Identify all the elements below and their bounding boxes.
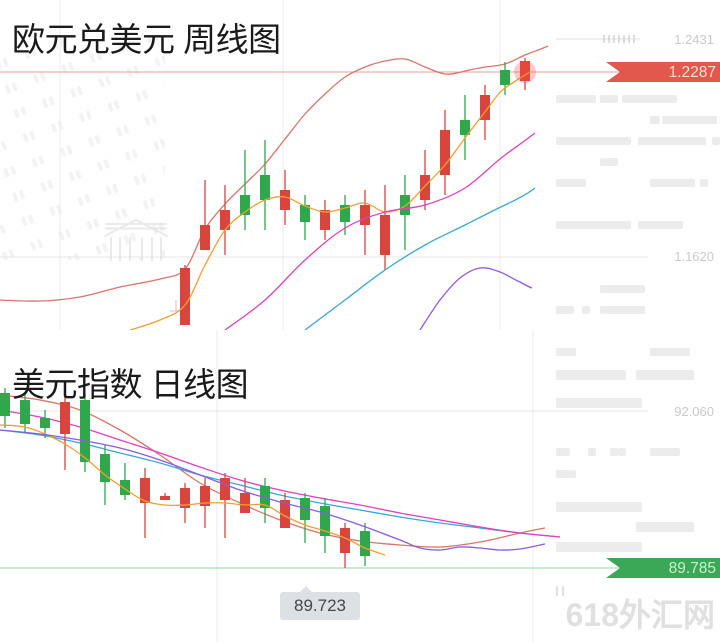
svg-text:1.2287: 1.2287 [669,64,716,81]
svg-text:1.2431: 1.2431 [674,32,714,47]
svg-text:92.060: 92.060 [674,404,714,419]
svg-text:1.1620: 1.1620 [674,249,714,264]
svg-text:89.785: 89.785 [669,560,716,577]
svg-text:618外汇网: 618外汇网 [566,597,715,633]
